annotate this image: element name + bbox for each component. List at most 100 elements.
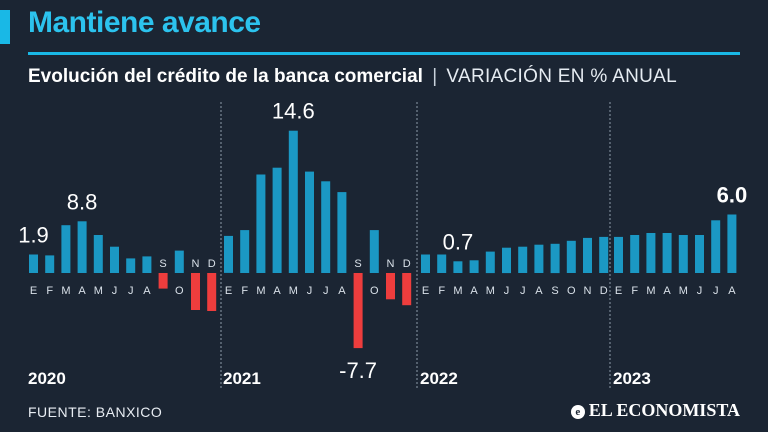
bar (566, 240, 576, 273)
bar (45, 255, 55, 273)
month-label: J (307, 285, 313, 297)
bar (224, 235, 233, 273)
month-label: E (422, 285, 429, 297)
year-label: 2022 (420, 369, 458, 388)
month-label: M (453, 285, 462, 297)
month-label: E (225, 285, 232, 297)
headline: Mantiene avance (28, 6, 261, 39)
data-label: 6.0 (717, 183, 748, 208)
bar (453, 261, 463, 273)
month-label: S (159, 258, 166, 270)
subtitle-main: Evolución del crédito de la banca comerc… (28, 66, 423, 87)
bar (678, 235, 688, 273)
month-label: J (128, 285, 134, 297)
bar (583, 237, 592, 273)
month-label: F (241, 285, 248, 297)
month-label: E (30, 285, 37, 297)
month-label: F (631, 285, 638, 297)
bar (421, 254, 430, 273)
month-label: M (61, 285, 70, 297)
month-label: F (46, 285, 53, 297)
bar (256, 174, 266, 273)
bar (288, 130, 298, 273)
month-label: A (663, 285, 671, 297)
month-label: S (354, 258, 361, 270)
month-label: M (646, 285, 655, 297)
subtitle-separator: | (432, 66, 438, 87)
bar (191, 273, 200, 310)
bar (534, 244, 544, 273)
month-label: D (403, 258, 411, 270)
publisher-logo: e EL ECONOMISTA (570, 400, 740, 421)
bar (174, 250, 184, 273)
data-label: 1.9 (18, 223, 49, 248)
month-label: M (289, 285, 298, 297)
bar (437, 254, 447, 273)
bar (369, 230, 379, 273)
bar (695, 235, 704, 273)
subtitle-unit: VARIACIÓN EN % ANUAL (446, 66, 677, 87)
month-label: M (256, 285, 265, 297)
bar (711, 220, 721, 273)
bar (727, 214, 737, 273)
data-label: 0.7 (443, 229, 474, 254)
month-label: J (504, 285, 510, 297)
data-label: 14.6 (272, 99, 315, 124)
month-label: A (470, 285, 478, 297)
month-label: J (520, 285, 526, 297)
bar (337, 192, 347, 273)
bar (29, 254, 38, 273)
chart-subtitle: Evolución del crédito de la banca comerc… (28, 66, 677, 88)
month-label: D (208, 258, 216, 270)
bar (305, 171, 314, 273)
month-label: E (615, 285, 622, 297)
bar (646, 233, 656, 273)
month-label: A (78, 285, 86, 297)
month-label: F (438, 285, 445, 297)
bar (518, 246, 528, 273)
month-label: A (728, 285, 736, 297)
month-label: N (192, 258, 200, 270)
month-label: N (584, 285, 592, 297)
month-label: J (323, 285, 329, 297)
month-label: A (535, 285, 543, 297)
month-label: O (175, 285, 184, 297)
bar (93, 235, 103, 273)
bar (61, 225, 71, 273)
month-label: M (94, 285, 103, 297)
bar (550, 243, 560, 274)
month-label: A (338, 285, 346, 297)
bar (599, 236, 609, 273)
year-label: 2023 (613, 369, 651, 388)
source-note: FUENTE: BANXICO (28, 404, 163, 420)
bar (142, 256, 152, 273)
bar (110, 246, 119, 273)
month-label: M (486, 285, 495, 297)
data-label: -7.7 (339, 358, 377, 383)
title-rule (28, 52, 740, 55)
bar (402, 273, 412, 306)
bar (272, 167, 282, 273)
year-label: 2021 (223, 369, 261, 388)
month-label: A (143, 285, 151, 297)
bar (469, 260, 479, 273)
bar (126, 258, 136, 273)
month-label: J (112, 285, 118, 297)
bar (158, 273, 168, 289)
year-label: 2020 (28, 369, 66, 388)
bar (485, 251, 495, 274)
data-label: 8.8 (67, 189, 98, 214)
month-label: O (370, 285, 379, 297)
bar (77, 221, 87, 273)
month-label: D (600, 285, 608, 297)
bar (207, 273, 217, 311)
month-label: S (551, 285, 558, 297)
logo-text: EL ECONOMISTA (588, 400, 740, 420)
month-label: O (567, 285, 576, 297)
bar (502, 247, 511, 274)
month-label: A (273, 285, 281, 297)
bar (386, 273, 395, 300)
bar (321, 181, 331, 273)
bar (614, 236, 623, 273)
